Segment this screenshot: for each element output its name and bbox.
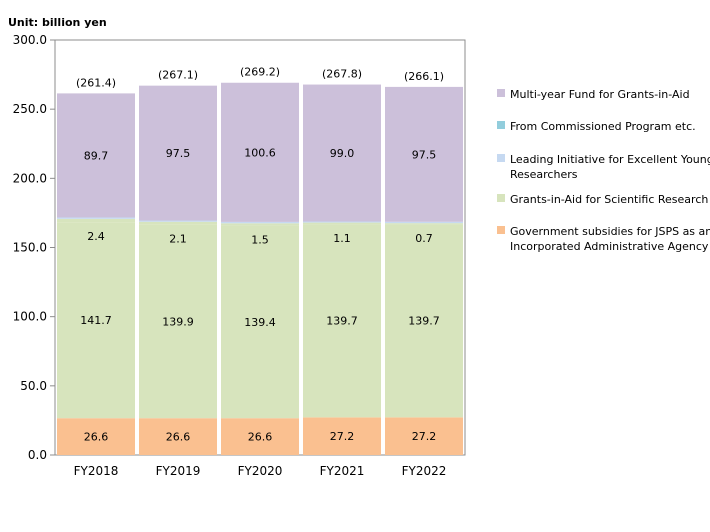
data-label: 139.7	[408, 315, 440, 328]
data-label: 97.5	[412, 148, 437, 161]
bar-segment	[139, 221, 217, 225]
legend-swatch	[497, 154, 505, 162]
bar-segment	[139, 85, 217, 221]
data-label: 0.7	[415, 232, 433, 245]
bar-segment	[57, 93, 135, 218]
y-tick-label: 100.0	[13, 310, 47, 324]
data-label: 1.5	[251, 233, 269, 246]
bar-segment	[57, 222, 135, 419]
legend-label: Incorporated Administrative Agency	[510, 240, 709, 253]
legend-swatch	[497, 226, 505, 234]
x-tick-label: FY2022	[402, 464, 447, 478]
legend-label: Multi-year Fund for Grants-in-Aid	[510, 88, 690, 101]
data-label: 26.6	[248, 431, 273, 444]
data-label: 26.6	[84, 431, 109, 444]
bar-segment	[221, 225, 299, 419]
data-label: 99.0	[330, 147, 355, 160]
bar-segment	[57, 217, 135, 219]
x-tick-label: FY2019	[156, 464, 201, 478]
legend-label: Leading Initiative for Excellent Young	[510, 153, 710, 166]
bar-segment	[303, 224, 381, 418]
data-label: 139.7	[326, 315, 358, 328]
x-tick-label: FY2021	[320, 464, 365, 478]
bar-segment	[139, 418, 217, 455]
data-label: 2.4	[87, 230, 105, 243]
legend-label: From Commissioned Program etc.	[510, 120, 696, 133]
total-label: (266.1)	[404, 70, 444, 83]
legend-label: Government subsidies for JSPS as an	[510, 225, 710, 238]
y-tick-label: 200.0	[13, 171, 47, 185]
bar-segment	[385, 223, 463, 225]
total-label: (261.4)	[76, 76, 116, 89]
data-label: 139.4	[244, 316, 276, 329]
bar-segment	[221, 221, 299, 224]
y-tick-label: 0.0	[28, 448, 47, 462]
bar-segment	[303, 417, 381, 455]
bar-segment	[303, 221, 381, 223]
legend-swatch	[497, 89, 505, 97]
total-label: (267.8)	[322, 68, 362, 81]
legend: Multi-year Fund for Grants-in-Aid From Co…	[497, 88, 710, 253]
x-tick-label: FY2018	[74, 464, 119, 478]
bar-segment	[57, 418, 135, 455]
bar-segment	[303, 84, 381, 222]
unit-label: Unit: billion yen	[8, 16, 107, 29]
bar-segment	[221, 223, 299, 226]
data-label: 1.1	[333, 232, 351, 245]
bar-segment	[385, 86, 463, 222]
legend-swatch	[497, 121, 505, 129]
bar-segment	[221, 418, 299, 455]
bar-segment	[57, 218, 135, 223]
legend-swatch	[497, 194, 505, 202]
legend-label: Researchers	[510, 168, 578, 181]
y-tick-label: 150.0	[13, 241, 47, 255]
bar-segment	[139, 224, 217, 419]
bar-segment	[139, 220, 217, 222]
bar-segment	[385, 417, 463, 455]
bar-segment	[303, 222, 381, 225]
data-label: 100.6	[244, 146, 276, 159]
data-label: 141.7	[80, 314, 112, 327]
data-label: 27.2	[330, 430, 355, 443]
bar-segment	[221, 82, 299, 222]
bar-segment	[385, 221, 463, 224]
x-tick-label: FY2020	[238, 464, 283, 478]
data-label: 2.1	[169, 233, 187, 246]
bar-segment	[385, 224, 463, 418]
total-label: (269.2)	[240, 66, 280, 79]
total-label: (267.1)	[158, 69, 198, 82]
data-label: 97.5	[166, 147, 191, 160]
data-label: 89.7	[84, 149, 109, 162]
data-label: 26.6	[166, 431, 191, 444]
plot-area: 0.0 50.0 100.0 150.0 200.0 250.0 300.0 26.6 141.…	[13, 33, 466, 478]
y-tick-label: 50.0	[20, 379, 47, 393]
y-tick-label: 300.0	[13, 33, 47, 47]
data-label: 139.9	[162, 315, 194, 328]
data-label: 27.2	[412, 430, 437, 443]
legend-label: Grants-in-Aid for Scientific Research	[510, 193, 708, 206]
y-tick-label: 250.0	[13, 102, 47, 116]
